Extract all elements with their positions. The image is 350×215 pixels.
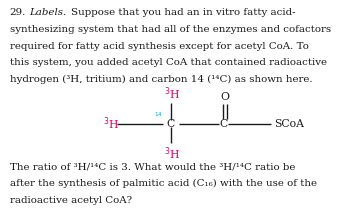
Text: Labels.: Labels. bbox=[29, 8, 66, 17]
Text: this system, you added acetyl CoA that contained radioactive: this system, you added acetyl CoA that c… bbox=[10, 58, 327, 68]
Text: radioactive acetyl CoA?: radioactive acetyl CoA? bbox=[10, 196, 132, 205]
Text: C: C bbox=[219, 119, 228, 129]
Text: required for fatty acid synthesis except for acetyl CoA. To: required for fatty acid synthesis except… bbox=[10, 42, 309, 51]
Text: $^{3}$H: $^{3}$H bbox=[103, 115, 119, 132]
Text: $^{3}$H: $^{3}$H bbox=[164, 85, 180, 102]
Text: Suppose that you had an in vitro fatty acid-: Suppose that you had an in vitro fatty a… bbox=[71, 8, 296, 17]
Text: $^{3}$H: $^{3}$H bbox=[164, 145, 180, 162]
Text: The ratio of ³H/¹⁴C is 3. What would the ³H/¹⁴C ratio be: The ratio of ³H/¹⁴C is 3. What would the… bbox=[10, 162, 295, 171]
Text: synthesizing system that had all of the enzymes and cofactors: synthesizing system that had all of the … bbox=[10, 25, 331, 34]
Text: C: C bbox=[167, 119, 175, 129]
Text: after the synthesis of palmitic acid (C₁₆) with the use of the: after the synthesis of palmitic acid (C₁… bbox=[10, 179, 317, 188]
Text: hydrogen (³H, tritium) and carbon 14 (¹⁴C) as shown here.: hydrogen (³H, tritium) and carbon 14 (¹⁴… bbox=[10, 75, 313, 84]
Text: SCoA: SCoA bbox=[274, 119, 304, 129]
Text: 29.: 29. bbox=[10, 8, 26, 17]
Text: O: O bbox=[220, 92, 229, 102]
Text: $^{14}$: $^{14}$ bbox=[154, 112, 163, 120]
